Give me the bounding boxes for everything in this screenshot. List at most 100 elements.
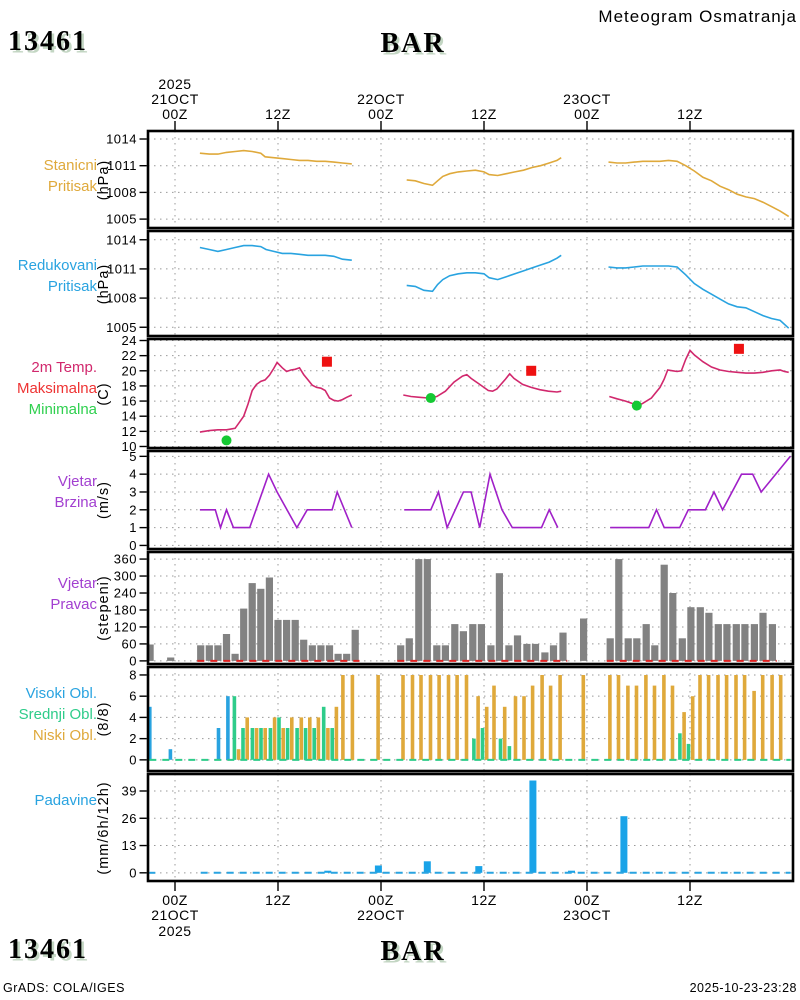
time-tick-label: 00Z [574,106,600,122]
time-tick-label: 00Z [574,892,600,908]
time-tick-label: 2025 [158,923,191,939]
time-tick-label: 00Z [368,892,394,908]
panel-unit-stanicni-pritisak: (hPa) [96,159,112,200]
time-tick-label: 22OCT [357,91,405,107]
padavine-bars [324,780,628,873]
time-tick-label: 22OCT [357,907,405,923]
ytick-label: 16 [122,394,137,409]
ytick-label: 0 [129,865,137,880]
time-tick-label: 12Z [265,106,291,122]
panel-stanicni-pritisak: 1014 1011 1008 1005 [106,129,795,230]
ytick-label: 1008 [106,291,137,306]
panel-label-line: Maksimalna [16,380,97,397]
panel-label-line: 2m Temp. [31,359,97,376]
panel-unit-vjetar-brzina: (m/s) [96,480,112,520]
panel-unit-temperatura-2m: (C) [96,381,112,406]
temperatura-2m-line [199,349,789,433]
ytick-label: 1008 [106,185,137,200]
ytick-label: 1014 [106,232,137,247]
ytick-label: 1014 [106,132,137,147]
time-tick-label: 12Z [471,892,497,908]
time-tick-label: 2025 [158,76,191,92]
panel-unit-padavine: (mm/6h/12h) [96,780,112,875]
ytick-label: 360 [114,552,137,567]
temperatura-2m-markers [221,393,642,446]
ytick-label: 240 [114,586,137,601]
panel-label-line: Stanicni [43,157,97,174]
panel-label-line: Pritisak [47,278,97,295]
ytick-label: 300 [114,569,137,584]
ytick-label: 13 [122,838,137,853]
location-name-top: BAR [380,28,446,59]
panel-label-line: Pritisak [47,178,97,195]
temperatura-2m-markers [321,343,744,376]
ytick-label: 8 [129,667,137,682]
redukovani-pritisak-line [199,244,790,329]
panel-label-line: Visoki Obl. [25,685,97,702]
panel-redukovani-pritisak: 1014 1011 1008 1005 [106,229,795,338]
ytick-label: 6 [129,689,137,704]
location-name-bottom: BAR [380,936,446,967]
ytick-label: 4 [129,467,137,482]
panel-label-redukovani-pritisak: Redukovani Pritisak [0,255,97,297]
ytick-label: 22 [122,348,137,363]
ytick-label: 24 [122,333,137,348]
oblacnost-cloudbars [148,675,783,760]
ytick-label: 1005 [106,212,137,227]
panel-label-line: Redukovani [17,257,97,274]
ytick-label: 1011 [107,158,137,173]
ytick-label: 4 [129,710,137,725]
chart-title: Meteogram Osmatranja [598,7,797,26]
ytick-label: 12 [122,424,137,439]
panel-label-stanicni-pritisak: Stanicni Pritisak [0,155,97,197]
station-id-top: 13461 [8,26,88,57]
time-tick-label: 00Z [162,892,188,908]
time-tick-label: 23OCT [563,907,611,923]
ytick-label: 2 [129,731,137,746]
vjetar-brzina-line [199,455,792,531]
vjetar-pravac-bars [146,559,776,661]
render-timestamp: 2025-10-23-23:28 [689,981,797,995]
panel-unit-oblacnost: (8/8) [96,701,112,737]
ytick-label: 0 [129,752,137,767]
time-tick-label: 12Z [677,106,703,122]
panel-label-vjetar-brzina: Vjetar Brzina [0,471,97,513]
time-tick-label: 23OCT [563,91,611,107]
panel-oblacnost: 8 6 4 2 0 [129,665,795,773]
ytick-label: 0 [129,653,137,668]
time-tick-label: 12Z [471,106,497,122]
station-id-bottom: 13461 [8,934,88,965]
grads-credit: GrADS: COLA/IGES [3,981,125,995]
panel-unit-redukovani-pritisak: (hPa) [96,263,112,304]
ytick-label: 5 [129,449,137,464]
panel-label-line: Vjetar [57,473,97,490]
panel-label-line: Srednji Obl. [18,706,97,723]
time-tick-label: 12Z [677,892,703,908]
time-tick-label: 21OCT [151,907,199,923]
ytick-label: 180 [114,602,137,617]
ytick-label: 1005 [106,320,137,335]
panel-vjetar-brzina: 5 4 3 2 1 0 [129,449,795,553]
panel-label-padavine: Padavine [0,790,97,811]
ytick-label: 1 [129,520,137,535]
ytick-label: 1011 [107,261,137,276]
time-tick-label: 00Z [162,106,188,122]
panel-label-vjetar-pravac: Vjetar Pravac [0,573,97,615]
time-tick-label: 00Z [368,106,394,122]
ytick-label: 0 [129,538,137,553]
panel-label-line: Vjetar [57,575,97,592]
ytick-label: 20 [122,363,137,378]
ytick-label: 10 [122,439,137,454]
ytick-label: 120 [114,619,137,634]
ytick-label: 14 [122,409,137,424]
panel-label-oblacnost: Visoki Obl. Srednji Obl. Niski Obl. [0,683,97,746]
ytick-label: 2 [129,502,137,517]
ytick-label: 3 [129,484,137,499]
ytick-label: 18 [122,378,137,393]
panel-label-line: Minimalna [28,401,97,418]
ytick-label: 60 [122,636,137,651]
